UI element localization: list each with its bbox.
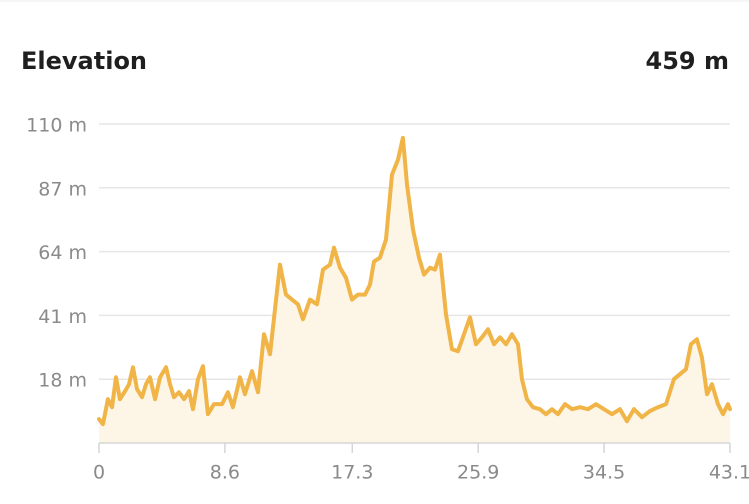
x-tick-label: 25.9 [457,462,499,484]
y-tick-label: 41 m [38,306,87,328]
summary: 459 m [646,47,729,75]
x-tick-label: 43.1 [709,462,749,484]
x-tick-label: 0 [93,462,105,484]
x-tick-label: 8.6 [210,462,240,484]
area-fill [99,137,730,443]
y-tick-label: 18 m [38,370,87,392]
y-tick-label: 87 m [38,178,87,200]
x-tick-label: 17.3 [331,462,373,484]
x-tick-label: 34.5 [583,462,625,484]
y-tick-label: 110 m [26,115,87,137]
elevation-line [97,135,732,427]
chart-title: Elevation [21,47,147,75]
plot [97,135,732,443]
axes: 18 m 41 m 64 m 87 m 110 m 0 8.6 17.3 25.9 34.5 43.… [26,115,749,484]
y-tick-label: 64 m [38,242,87,264]
